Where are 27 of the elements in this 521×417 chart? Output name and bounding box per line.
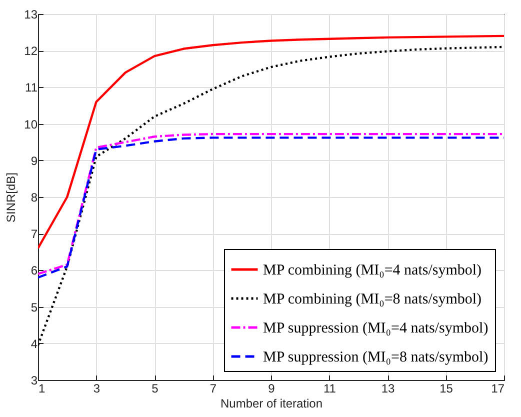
legend-label: MP suppression (MI₀=8 nats/symbol) [263,350,488,366]
x-tick-label: 17 [491,382,505,396]
x-tick-label: 7 [210,382,217,396]
x-tick-label: 9 [268,382,276,396]
y-tick-label: 7 [30,227,38,242]
x-tick-label: 5 [152,382,159,396]
x-tick-label: 11 [324,382,336,396]
y-tick-label: 10 [24,117,38,132]
legend-label: MP combining (MI₀=4 nats/symbol) [263,262,482,278]
y-tick-label: 12 [24,44,38,58]
legend-label: MP combining (MI₀=8 nats/symbol) [263,292,482,308]
y-tick-label: 6 [30,264,38,278]
x-tick-label: 1 [38,382,46,396]
y-tick-label: 11 [25,80,38,95]
y-tick-label: 5 [30,300,38,314]
legend-label: MP suppression (MI₀=4 nats/symbol) [263,320,488,336]
y-axis-title: SINR[dB] [4,172,18,223]
x-tick-label: 13 [381,382,395,396]
line-series [38,34,504,250]
line-series [38,46,504,346]
x-tick-label: 3 [93,382,100,396]
y-tick-label: 13 [24,8,38,22]
x-axis-title: Number of iteration [220,396,323,410]
y-tick-label: 8 [30,190,38,204]
x-tick-label: 15 [440,382,454,396]
y-tick-label: 4 [30,336,38,351]
y-tick-label: 9 [30,154,38,168]
